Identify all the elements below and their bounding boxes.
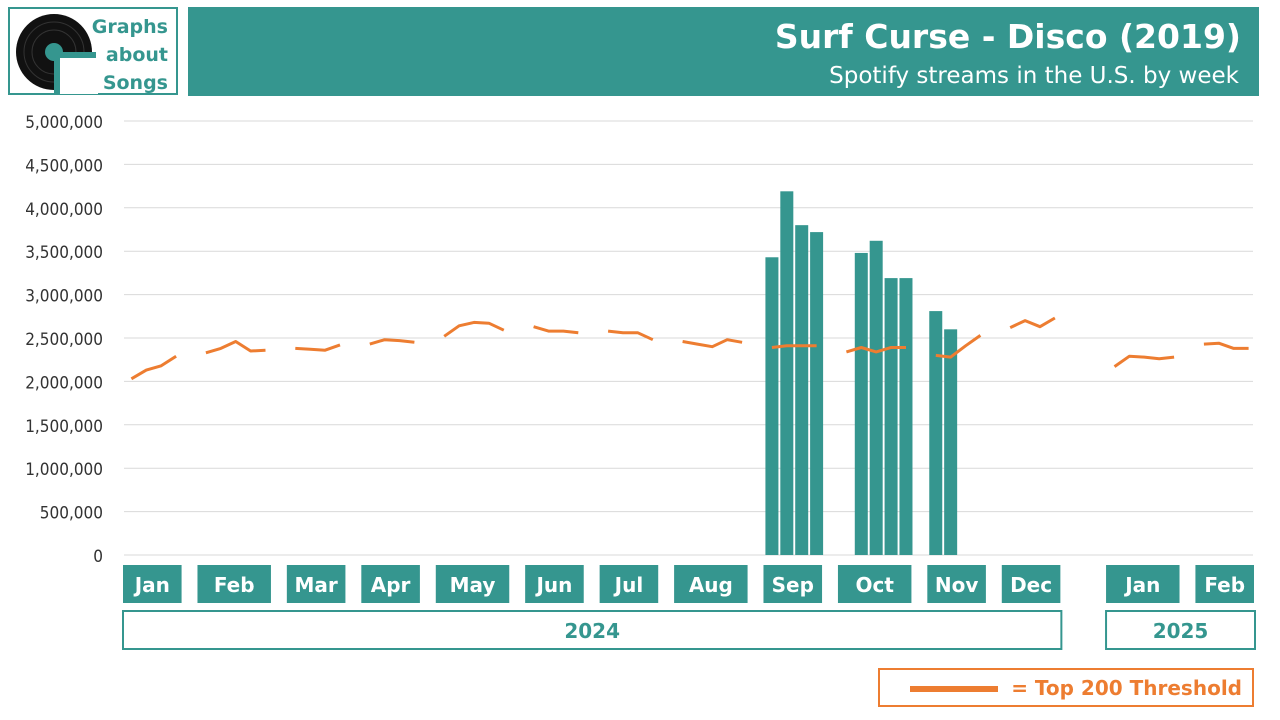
month-label: Apr xyxy=(371,573,411,597)
y-tick-label: 1,000,000 xyxy=(25,460,103,480)
month-label: Feb xyxy=(214,573,255,597)
month-label-box xyxy=(197,565,271,603)
year-label: 2024 xyxy=(564,619,620,643)
month-label: Jul xyxy=(613,573,644,597)
month-label: Mar xyxy=(294,573,337,597)
chart-subtitle: Spotify streams in the U.S. by week xyxy=(829,63,1239,89)
bar xyxy=(765,257,779,555)
month-label: Sep xyxy=(772,573,814,597)
month-label: Jan xyxy=(133,573,170,597)
threshold-line-segment xyxy=(130,354,177,381)
month-label-box xyxy=(123,565,182,603)
threshold-line-segment xyxy=(771,344,817,349)
threshold-line-segment xyxy=(845,346,906,354)
threshold-line-segment xyxy=(295,343,341,352)
month-label: Feb xyxy=(1204,573,1245,597)
bar xyxy=(884,278,898,555)
threshold-line-segment xyxy=(607,329,654,342)
y-tick-label: 1,500,000 xyxy=(25,417,103,437)
month-label: Dec xyxy=(1010,573,1052,597)
bar xyxy=(929,311,943,555)
month-label-box xyxy=(1195,565,1254,603)
month-label: Jan xyxy=(1123,573,1160,597)
y-tick-label: 3,000,000 xyxy=(25,287,103,307)
month-label-box xyxy=(599,565,659,603)
bar xyxy=(869,240,883,555)
bar xyxy=(810,232,824,555)
bar xyxy=(944,329,958,555)
month-label: Nov xyxy=(935,573,979,597)
threshold-line-segment xyxy=(443,320,505,338)
threshold-line-segment xyxy=(533,325,579,335)
legend-threshold-line xyxy=(910,686,998,692)
threshold-line-segment xyxy=(682,338,743,349)
logo: Graphs about Songs xyxy=(8,7,178,95)
y-tick-label: 3,500,000 xyxy=(25,243,103,263)
y-tick-label: 4,000,000 xyxy=(25,200,103,220)
threshold-line-segment xyxy=(1203,341,1249,350)
y-tick-label: 4,500,000 xyxy=(25,156,103,176)
month-label: Oct xyxy=(855,573,894,597)
bar xyxy=(899,278,913,555)
y-tick-label: 500,000 xyxy=(40,504,103,524)
header-banner: Surf Curse - Disco (2019) Spotify stream… xyxy=(188,7,1259,96)
month-label: Aug xyxy=(689,573,733,597)
month-label-box xyxy=(435,565,510,603)
y-tick-label: 2,500,000 xyxy=(25,330,103,350)
bar xyxy=(854,252,868,555)
legend-threshold-label: = Top 200 Threshold xyxy=(1011,676,1242,700)
logo-text: Graphs about Songs xyxy=(91,16,168,94)
y-tick-label: 2,000,000 xyxy=(25,373,103,393)
threshold-line-segment xyxy=(205,340,266,355)
month-label-box xyxy=(525,565,584,603)
month-label-box xyxy=(1001,565,1061,603)
legend: = Top 200 Threshold xyxy=(878,668,1254,707)
month-label-box xyxy=(927,565,986,603)
bar xyxy=(780,191,794,556)
year-label: 2025 xyxy=(1153,619,1209,643)
vinyl-record-icon xyxy=(16,14,98,94)
month-label-box xyxy=(286,565,346,603)
chart-title: Surf Curse - Disco (2019) xyxy=(774,17,1241,56)
year-box xyxy=(1105,610,1256,650)
threshold-line-segment xyxy=(1113,354,1175,368)
month-label-box xyxy=(361,565,420,603)
y-tick-label: 0 xyxy=(93,547,103,567)
threshold-line-segment xyxy=(1009,316,1056,329)
month-label-box xyxy=(763,565,823,603)
month-label: May xyxy=(450,573,496,597)
threshold-line-segment xyxy=(935,334,982,359)
y-tick-label: 5,000,000 xyxy=(25,113,103,133)
threshold-line-segment xyxy=(369,338,415,346)
month-label-box xyxy=(674,565,748,603)
year-box xyxy=(122,610,1063,650)
month-label-box xyxy=(1106,565,1180,603)
bar xyxy=(795,225,809,555)
month-label: Jun xyxy=(534,573,572,597)
month-label-box xyxy=(837,565,912,603)
